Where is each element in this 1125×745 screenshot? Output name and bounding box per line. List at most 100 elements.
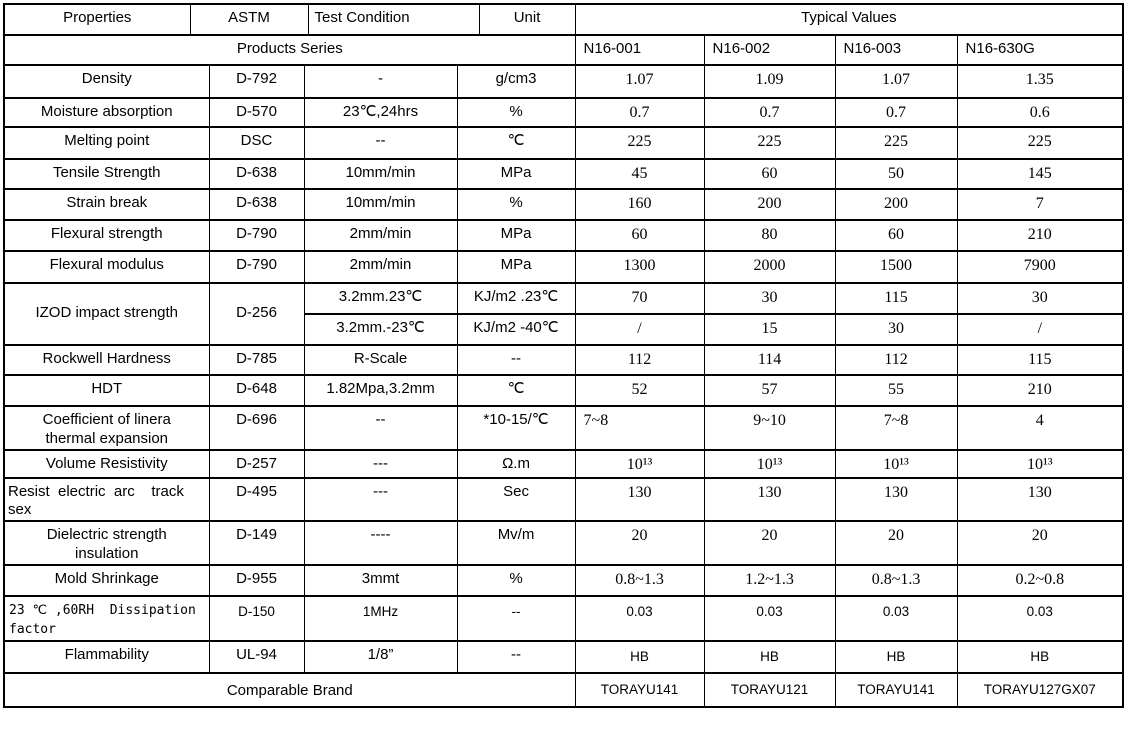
table-row-dielectric-strength: Dielectric strength insulation D-149 ---… bbox=[3, 520, 1124, 566]
row-astm: D-149 bbox=[208, 520, 305, 566]
value-cell: 4 bbox=[956, 405, 1124, 451]
value-cell: 0.03 bbox=[956, 594, 1124, 642]
row-astm: UL-94 bbox=[208, 639, 305, 674]
row-astm: D-792 bbox=[208, 64, 305, 99]
row-condition: R-Scale bbox=[303, 344, 458, 376]
row-unit: Mv/m bbox=[456, 520, 576, 566]
value-cell: 0.7 bbox=[703, 97, 836, 128]
row-property: Moisture absorption bbox=[3, 97, 210, 128]
value-cell: 1500 bbox=[834, 250, 958, 284]
row-astm: D-955 bbox=[208, 563, 305, 597]
table-row-volume-resistivity: Volume Resistivity D-257 --- Ω.m 10¹³ 10… bbox=[3, 448, 1124, 479]
value-cell: 2000 bbox=[703, 250, 836, 284]
row-condition: ---- bbox=[303, 520, 458, 566]
row-property: Tensile Strength bbox=[3, 158, 210, 190]
table-row-flexural-strength: Flexural strength D-790 2mm/min MPa 60 8… bbox=[3, 219, 1124, 252]
product-column-n16-630g: N16-630G bbox=[956, 34, 1124, 66]
value-cell: 70 bbox=[574, 282, 705, 315]
row-condition: 1MHz bbox=[303, 594, 458, 642]
value-cell: 130 bbox=[574, 476, 705, 522]
row-unit: Sec bbox=[456, 476, 576, 522]
value-cell: 0.7 bbox=[834, 97, 958, 128]
value-cell: 225 bbox=[703, 126, 836, 160]
row-condition: 3.2mm.-23℃ bbox=[303, 313, 458, 346]
row-property: Rockwell Hardness bbox=[3, 344, 210, 376]
row-unit: MPa bbox=[456, 219, 576, 252]
value-cell: 115 bbox=[834, 282, 958, 315]
value-cell: 0.7 bbox=[574, 97, 705, 128]
datasheet-table: Properties ASTM Test Condition Unit Typi… bbox=[3, 3, 1125, 708]
row-property: Volume Resistivity bbox=[3, 448, 210, 479]
value-cell: 200 bbox=[703, 188, 836, 221]
row-condition: --- bbox=[303, 476, 458, 522]
value-cell: 112 bbox=[574, 344, 705, 376]
value-cell: 1.07 bbox=[834, 64, 958, 99]
value-cell: HB bbox=[574, 639, 705, 674]
row-astm: D-696 bbox=[208, 405, 305, 451]
value-cell: 1300 bbox=[574, 250, 705, 284]
row-condition: 1.82Mpa,3.2mm bbox=[303, 374, 458, 407]
value-cell: 1.2~1.3 bbox=[703, 563, 836, 597]
value-cell: 10¹³ bbox=[574, 448, 705, 479]
value-cell: 130 bbox=[834, 476, 958, 522]
row-condition: 23℃,24hrs bbox=[303, 97, 458, 128]
value-cell: 225 bbox=[574, 126, 705, 160]
value-cell: 20 bbox=[574, 520, 705, 566]
value-cell: 0.8~1.3 bbox=[834, 563, 958, 597]
row-astm: D-638 bbox=[208, 188, 305, 221]
value-cell: 130 bbox=[956, 476, 1124, 522]
table-row-tensile-strength: Tensile Strength D-638 10mm/min MPa 45 6… bbox=[3, 158, 1124, 190]
table-row-melting-point: Melting point DSC -- ℃ 225 225 225 225 bbox=[3, 126, 1124, 160]
comparable-brand-row: Comparable Brand TORAYU141 TORAYU121 TOR… bbox=[3, 671, 1124, 708]
row-condition: 2mm/min bbox=[303, 250, 458, 284]
row-astm: D-790 bbox=[208, 250, 305, 284]
row-property: Mold Shrinkage bbox=[3, 563, 210, 597]
header-unit: Unit bbox=[478, 3, 576, 36]
table-row-flammability: Flammability UL-94 1/8” -- HB HB HB HB bbox=[3, 639, 1124, 674]
row-condition: 10mm/min bbox=[303, 188, 458, 221]
table-row-strain-break: Strain break D-638 10mm/min % 160 200 20… bbox=[3, 188, 1124, 221]
value-cell: 10¹³ bbox=[703, 448, 836, 479]
row-property: Melting point bbox=[3, 126, 210, 160]
value-cell: HB bbox=[703, 639, 836, 674]
value-cell: 0.2~0.8 bbox=[956, 563, 1124, 597]
value-cell: 57 bbox=[703, 374, 836, 407]
row-property: Flexural strength bbox=[3, 219, 210, 252]
value-cell: 10¹³ bbox=[834, 448, 958, 479]
row-astm: D-257 bbox=[208, 448, 305, 479]
row-unit: -- bbox=[456, 594, 576, 642]
value-cell: 1.07 bbox=[574, 64, 705, 99]
value-cell: 7~8 bbox=[834, 405, 958, 451]
value-cell: 0.03 bbox=[574, 594, 705, 642]
table-row-resist-electric-arc: Resist electric arc track sex D-495 --- … bbox=[3, 476, 1124, 522]
value-cell: 210 bbox=[956, 374, 1124, 407]
row-property: Flammability bbox=[3, 639, 210, 674]
row-astm: D-785 bbox=[208, 344, 305, 376]
row-property: HDT bbox=[3, 374, 210, 407]
value-cell: 130 bbox=[703, 476, 836, 522]
value-cell: 60 bbox=[574, 219, 705, 252]
value-cell: 210 bbox=[956, 219, 1124, 252]
product-column-n16-003: N16-003 bbox=[834, 34, 958, 66]
row-condition: --- bbox=[303, 448, 458, 479]
value-cell: 20 bbox=[956, 520, 1124, 566]
value-cell: 55 bbox=[834, 374, 958, 407]
row-astm: D-638 bbox=[208, 158, 305, 190]
value-cell: 115 bbox=[956, 344, 1124, 376]
value-cell: 1.09 bbox=[703, 64, 836, 99]
row-unit: % bbox=[456, 188, 576, 221]
table-row-izod-23c: IZOD impact strength D-256 3.2mm.23℃ KJ/… bbox=[3, 282, 1124, 346]
value-cell: 145 bbox=[956, 158, 1124, 190]
value-cell: 225 bbox=[956, 126, 1124, 160]
row-unit: MPa bbox=[456, 250, 576, 284]
comparable-brand-label: Comparable Brand bbox=[3, 671, 576, 708]
row-condition: -- bbox=[303, 126, 458, 160]
header-row: Properties ASTM Test Condition Unit Typi… bbox=[3, 3, 1124, 36]
row-property: Flexural modulus bbox=[3, 250, 210, 284]
row-condition: 3mmt bbox=[303, 563, 458, 597]
value-cell: / bbox=[574, 313, 705, 346]
table-row-thermal-expansion: Coefficient of linera thermal expansion … bbox=[3, 405, 1124, 451]
table-row-moisture-absorption: Moisture absorption D-570 23℃,24hrs % 0.… bbox=[3, 97, 1124, 128]
table-row-rockwell-hardness: Rockwell Hardness D-785 R-Scale -- 112 1… bbox=[3, 344, 1124, 376]
row-unit: % bbox=[456, 97, 576, 128]
